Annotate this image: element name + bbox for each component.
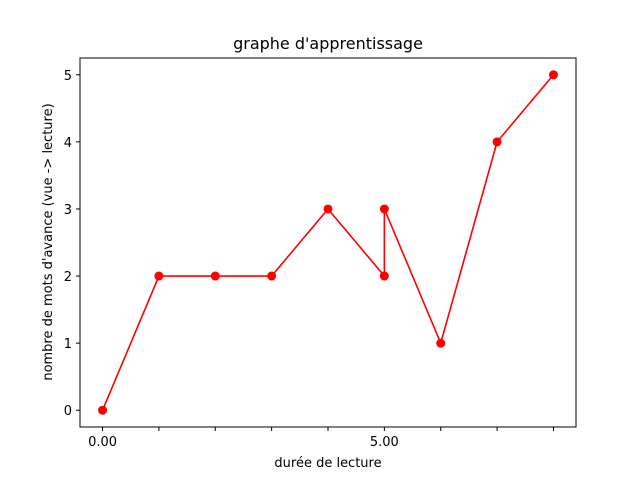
data-point [436, 338, 446, 348]
data-point [323, 204, 333, 214]
chart-title: graphe d'apprentissage [233, 34, 423, 53]
y-axis-ticks: 0 1 2 3 4 5 [64, 69, 80, 419]
data-point [98, 405, 108, 415]
x-tick-label: 5.00 [370, 435, 399, 450]
data-point [492, 137, 502, 147]
x-axis-ticks: 0.00 5.00 [88, 427, 554, 450]
x-axis-label: durée de lecture [274, 456, 381, 471]
y-tick-label: 3 [64, 203, 72, 218]
x-tick-label: 0.00 [88, 435, 117, 450]
data-point [379, 271, 389, 281]
plot-frame [79, 57, 577, 428]
data-point [379, 204, 389, 214]
y-tick-label: 2 [64, 270, 72, 285]
y-axis-label: nombre de mots d'avance (vue -> lecture) [41, 103, 56, 380]
series-line [101, 74, 555, 411]
y-tick-label: 5 [64, 69, 72, 84]
data-point [548, 70, 558, 80]
data-point [154, 271, 164, 281]
series-layer [98, 70, 558, 415]
y-tick-label: 1 [64, 337, 72, 352]
data-point [267, 271, 277, 281]
y-tick-label: 4 [64, 136, 72, 151]
y-tick-label: 0 [64, 404, 72, 419]
data-point [210, 271, 220, 281]
